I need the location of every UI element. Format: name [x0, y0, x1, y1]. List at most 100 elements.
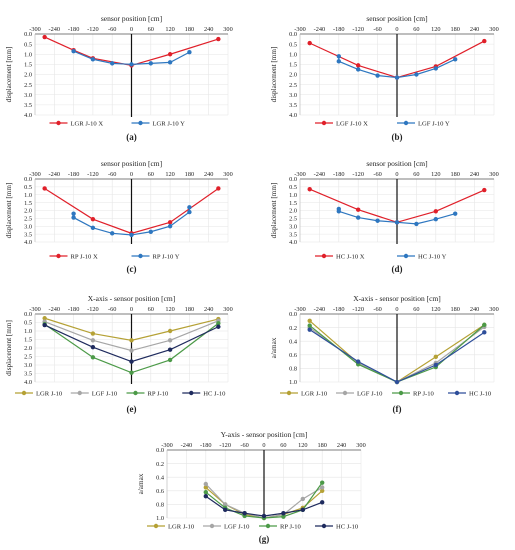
legend-label: RP J-10 X [71, 253, 98, 260]
x-tick-label: 180 [185, 26, 194, 33]
legend-swatch-marker [56, 120, 61, 126]
y-tick-label: 2.5 [24, 216, 32, 223]
data-point [433, 66, 438, 71]
legend-swatch-marker [138, 253, 143, 259]
x-tick-label: -120 [219, 442, 231, 449]
data-point [90, 355, 96, 360]
legend-label: RP J-10 [413, 390, 435, 397]
y-tick-label: 4.0 [24, 239, 32, 246]
legend-label: LGR J-10 Y [153, 120, 186, 127]
data-point [356, 359, 361, 364]
x-tick-label: -180 [333, 171, 345, 178]
x-tick-label: -120 [87, 26, 99, 33]
legend-label: HC J-10 [336, 523, 359, 530]
x-tick-label: -120 [352, 306, 364, 313]
data-point [110, 231, 115, 236]
series-line-1 [338, 56, 456, 79]
y-tick-label: 1.5 [24, 62, 32, 69]
x-tick-label: 0 [130, 171, 133, 178]
x-tick-label: 120 [431, 26, 440, 33]
data-point [307, 323, 312, 328]
x-tick-label: 120 [165, 171, 174, 178]
x-tick-label: -300 [29, 171, 41, 178]
x-tick-label: 240 [470, 306, 479, 313]
x-tick-label: 0 [262, 442, 265, 449]
data-point [71, 215, 76, 220]
legend-label: HC J-10 [203, 390, 226, 397]
data-point [167, 224, 173, 229]
data-point [356, 207, 361, 212]
legend-swatch-marker [189, 390, 194, 396]
x-tick-label: 60 [413, 306, 419, 313]
legend-label: HC J-10 Y [418, 253, 447, 260]
data-point [336, 54, 341, 59]
data-point [203, 485, 208, 490]
x-tick-label: -180 [333, 306, 345, 313]
x-tick-label: -180 [68, 26, 80, 33]
data-point [482, 330, 487, 335]
data-point [42, 34, 47, 40]
y-tick-label: 0.0 [289, 311, 297, 318]
data-point [42, 316, 47, 321]
legend-swatch-marker [21, 390, 27, 396]
legend-label: LGF J-10 [92, 390, 118, 397]
data-point [281, 514, 286, 519]
chart-panel-f: -300 -240 -180 -120 -60 0 60 120 180 240 300 0.0 0.2… [270, 294, 499, 414]
x-tick-label: 120 [165, 26, 174, 33]
data-point [187, 209, 192, 215]
x-tick-label: -240 [314, 171, 326, 178]
x-tick-label: 180 [185, 306, 194, 313]
data-point [167, 60, 173, 65]
y-tick-label: 3.0 [289, 92, 297, 99]
x-tick-label: 60 [413, 26, 419, 33]
y-tick-label: 0.5 [289, 184, 297, 191]
x-tick-label: 240 [204, 306, 213, 313]
data-point [203, 489, 208, 495]
y-tick-label: 3.5 [24, 102, 32, 109]
y-tick-label: 1.0 [24, 328, 32, 335]
data-point [167, 338, 173, 343]
data-point [281, 511, 286, 516]
data-point [42, 186, 47, 191]
legend-swatch-marker [133, 390, 138, 396]
legend-label: LGR J-10 X [71, 120, 104, 127]
x-tick-label: -60 [108, 26, 116, 33]
panel-label: (c) [127, 264, 137, 274]
data-point [433, 354, 438, 360]
x-tick-label: -180 [68, 306, 80, 313]
data-point [187, 205, 192, 210]
y-tick-label: 0.4 [289, 338, 298, 345]
legend-label: LGR J-10 [301, 390, 328, 397]
legend-swatch-marker [286, 390, 292, 396]
y-tick-label: 2.5 [24, 354, 32, 361]
y-tick-label: 3.5 [24, 231, 32, 238]
x-tick-label: 60 [148, 306, 154, 313]
x-tick-label: 300 [356, 442, 365, 449]
chart-panel-g: -300 -240 -180 -120 -60 0 60 120 180 240 300 0.0 0.2… [137, 430, 366, 544]
data-point [223, 502, 228, 507]
y-tick-label: 0.0 [156, 447, 164, 454]
x-tick-label: 240 [470, 26, 479, 33]
y-tick-label: 2.0 [24, 208, 32, 215]
data-point [394, 379, 400, 385]
legend-label: LGF J-10 X [336, 120, 368, 127]
legend-label: LGF J-10 [357, 390, 383, 397]
legend-label: LGR J-10 [36, 390, 63, 397]
data-point [414, 221, 419, 227]
data-point [300, 507, 305, 513]
data-point [71, 49, 76, 54]
legend-swatch-marker [138, 120, 143, 126]
y-tick-label: 0.6 [289, 352, 297, 359]
data-point [148, 229, 153, 234]
data-point [414, 72, 419, 77]
x-tick-label: -240 [49, 26, 61, 33]
y-tick-label: 3.0 [24, 223, 32, 230]
y-tick-label: 2.0 [24, 72, 32, 79]
x-tick-label: -60 [373, 26, 381, 33]
chart-title: sensor position [cm] [101, 14, 162, 23]
x-tick-label: -300 [294, 306, 306, 313]
data-point [90, 344, 96, 350]
x-tick-label: 0 [395, 306, 398, 313]
data-point [453, 57, 458, 62]
y-tick-label: 2.0 [289, 208, 297, 215]
